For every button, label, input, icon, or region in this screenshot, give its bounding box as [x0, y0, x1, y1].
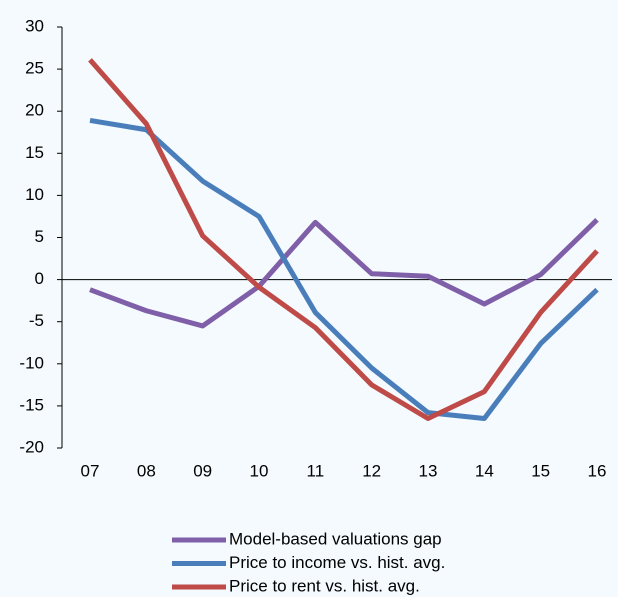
y-tick-label: -5	[29, 311, 44, 330]
series-line	[88, 58, 599, 422]
x-tick-label: 10	[250, 461, 269, 480]
y-tick-label: -10	[19, 353, 44, 372]
legend-label: Model-based valuations gap	[229, 529, 442, 548]
x-tick-label: 16	[588, 461, 607, 480]
x-tick-label: 09	[193, 461, 212, 480]
y-tick-label: 25	[25, 59, 44, 78]
series-line	[89, 117, 599, 422]
x-tick-label: 12	[362, 461, 381, 480]
y-tick-label: 15	[25, 143, 44, 162]
x-tick-label: 08	[137, 461, 156, 480]
series-line	[89, 218, 599, 329]
y-tick-label: -15	[19, 395, 44, 414]
x-tick-label: 14	[475, 461, 494, 480]
y-tick-label: 0	[35, 269, 44, 288]
x-tick-label: 11	[307, 461, 325, 480]
y-tick-label: 30	[25, 16, 44, 35]
y-tick-label: -20	[19, 437, 44, 456]
y-tick-label: 10	[25, 185, 44, 204]
x-tick-label: 13	[419, 461, 438, 480]
legend-label: Price to income vs. hist. avg.	[229, 553, 445, 572]
legend-label: Price to rent vs. hist. avg.	[229, 576, 420, 595]
x-tick-label: 07	[81, 461, 100, 480]
y-tick-label: 5	[35, 227, 44, 246]
y-tick-label: 20	[25, 101, 44, 120]
x-tick-label: 15	[531, 461, 550, 480]
